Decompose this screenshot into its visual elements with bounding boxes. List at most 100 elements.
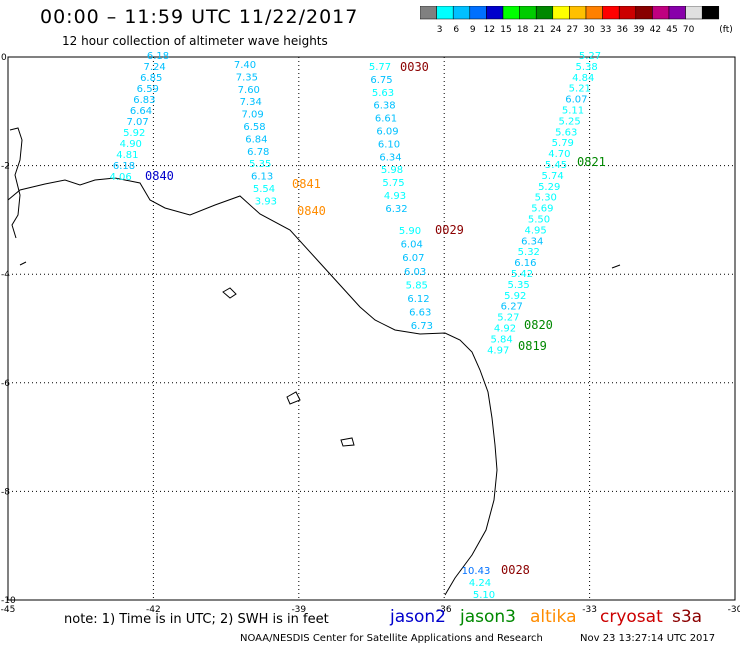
wave-height-label: 5.74	[541, 171, 563, 182]
wave-height-label: 5.38	[575, 62, 597, 73]
wave-height-label: 6.58	[243, 122, 265, 133]
wave-height-label: 6.03	[404, 267, 426, 278]
wave-height-label: 5.54	[253, 184, 275, 195]
wave-height-label: 5.92	[123, 128, 145, 139]
satellite-cryosat: cryosat	[600, 607, 663, 627]
wave-height-label: 6.34	[379, 152, 401, 163]
wave-height-label: 5.90	[399, 226, 421, 237]
y-tick-label: -4	[1, 270, 10, 280]
legend-label: 24	[550, 25, 562, 35]
satellite-altika: altika	[530, 607, 577, 627]
satellite-s3a: s3a	[672, 607, 703, 627]
y-tick-label: 0	[1, 53, 7, 63]
wave-height-label: 6.18	[113, 161, 135, 172]
wave-height-label: 5.27	[497, 313, 519, 324]
wave-height-label: 6.07	[565, 95, 587, 106]
timestamp-text: Nov 23 13:27:14 UTC 2017	[580, 633, 716, 644]
wave-height-label: 5.77	[369, 62, 391, 73]
wave-height-label: 5.21	[569, 84, 591, 95]
wave-height-label: 6.38	[373, 101, 395, 112]
wave-height-label: 5.75	[382, 178, 404, 189]
coastline	[7, 177, 498, 596]
wave-height-label: 4.70	[548, 149, 570, 160]
wave-height-label: 5.84	[490, 334, 512, 345]
legend-label: 15	[500, 25, 511, 35]
x-tick-label: -39	[291, 605, 306, 615]
legend-label: 30	[583, 25, 595, 35]
footnote: note: 1) Time is in UTC; 2) SWH is in fe…	[64, 612, 329, 627]
legend-label: 42	[650, 25, 661, 35]
wave-height-label: 4.81	[116, 150, 138, 161]
wave-height-label: 5.45	[545, 160, 567, 171]
track-time-label: 0028	[501, 563, 530, 577]
wave-height-label: 5.79	[552, 138, 574, 149]
wave-height-label: 7.34	[240, 97, 262, 108]
y-tick-label: -8	[1, 487, 10, 497]
wave-height-label: 6.61	[375, 114, 397, 125]
x-tick-label: -30	[728, 605, 740, 615]
legend-label: 27	[567, 25, 578, 35]
wave-height-label: 5.30	[535, 193, 557, 204]
wave-height-label: 3.93	[255, 196, 277, 207]
wave-height-label: 4.06	[109, 172, 131, 183]
wave-height-label: 4.92	[494, 324, 516, 335]
legend-swatch	[701, 6, 720, 20]
map-title: 00:00 – 11:59 UTC 11/22/2017	[40, 6, 359, 28]
legend-label: 21	[533, 25, 544, 35]
wave-height-label: 5.63	[555, 127, 577, 138]
wave-height-label: 5.32	[518, 247, 540, 258]
track-time-label: 0030	[400, 60, 429, 74]
wave-height-label: 5.29	[538, 182, 560, 193]
map-frame	[7, 56, 736, 601]
legend-label: 33	[600, 25, 611, 35]
legend-label: 36	[616, 25, 628, 35]
wave-height-label: 4.24	[469, 578, 491, 589]
legend-unit: (ft)	[719, 25, 733, 35]
x-tick-label: -36	[437, 605, 452, 615]
x-tick-label: -33	[582, 605, 597, 615]
legend-label: 70	[683, 25, 695, 35]
wave-height-label: 6.75	[370, 75, 392, 86]
y-tick-label: -6	[1, 379, 10, 389]
legend-label: 9	[470, 25, 476, 35]
wave-height-label: 5.25	[558, 116, 580, 127]
wave-height-label: 6.78	[247, 147, 269, 158]
wave-height-label: 5.35	[507, 280, 529, 291]
wave-height-label: 7.35	[236, 72, 258, 83]
island	[222, 287, 237, 299]
wave-height-label: 5.27	[579, 51, 601, 62]
wave-height-label: 5.10	[473, 590, 495, 601]
map-subtitle: 12 hour collection of altimeter wave hei…	[62, 34, 328, 48]
wave-height-label: 7.09	[241, 110, 263, 121]
wave-height-label: 6.18	[147, 51, 169, 62]
track-time-label: 0029	[435, 223, 464, 237]
wave-height-label: 6.04	[401, 240, 423, 251]
track-time-label: 0840	[297, 204, 326, 218]
wave-height-label: 6.12	[407, 294, 429, 305]
wave-height-label: 6.09	[376, 127, 398, 138]
track-time-label: 0821	[577, 155, 606, 169]
wave-height-label: 7.60	[238, 85, 260, 96]
wave-height-label: 6.85	[140, 73, 162, 84]
color-legend: 3 6 9 12 15 18 21 24 27 30 33 36 39 42 45 70 (ft)	[420, 6, 733, 35]
island	[340, 437, 355, 447]
wave-height-label: 6.64	[130, 106, 152, 117]
wave-height-label: 6.10	[378, 139, 400, 150]
y-tick-label: -10	[1, 596, 16, 606]
wave-height-label: 5.85	[406, 280, 428, 291]
wave-height-label: 7.24	[143, 62, 165, 73]
wave-height-label: 10.43	[462, 566, 491, 577]
island	[19, 261, 27, 266]
x-tick-label: -45	[1, 605, 16, 615]
wave-height-label: 6.83	[133, 95, 155, 106]
wave-height-label: 5.42	[511, 269, 533, 280]
wave-height-label: 7.07	[126, 117, 148, 128]
legend-label: 12	[484, 25, 495, 35]
credit-text: NOAA/NESDIS Center for Satellite Applica…	[240, 633, 543, 644]
island	[611, 264, 621, 269]
island	[286, 391, 301, 405]
track-time-label: 0820	[524, 318, 553, 332]
coastline-west	[9, 127, 23, 239]
wave-height-label: 6.34	[521, 236, 543, 247]
